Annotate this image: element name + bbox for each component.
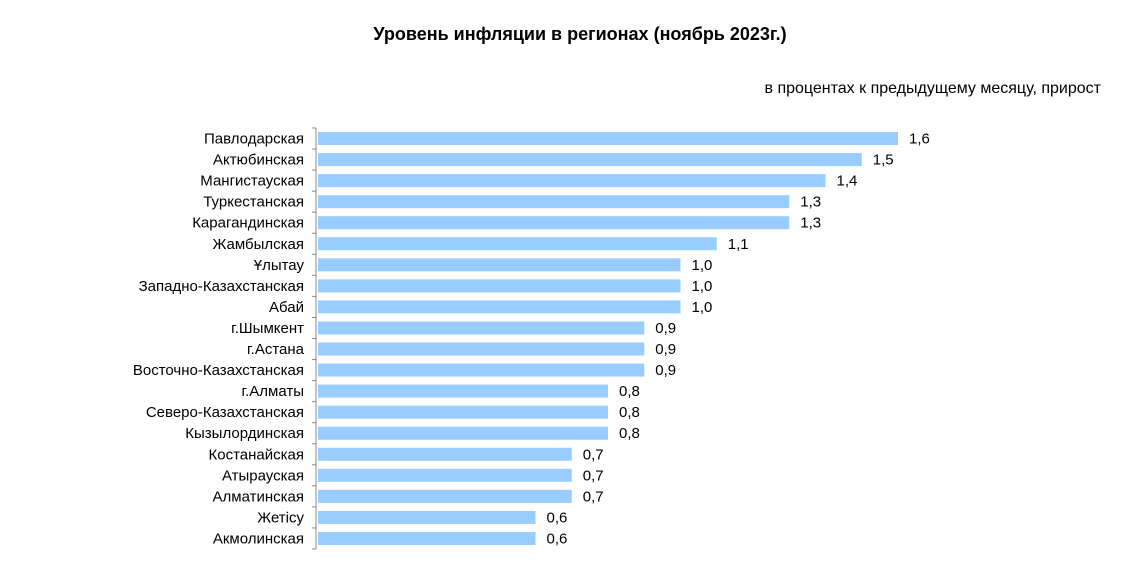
value-label: 1,6 xyxy=(909,131,930,148)
category-label: Северо-Казахстанская xyxy=(146,404,304,421)
value-label: 1,4 xyxy=(837,173,858,190)
category-label: Ұлытау xyxy=(254,257,305,274)
category-label: Жетісу xyxy=(257,509,304,526)
category-label: Кызылординская xyxy=(185,425,304,442)
value-label: 1,0 xyxy=(692,299,713,316)
category-label: Восточно-Казахстанская xyxy=(133,362,304,379)
bar xyxy=(318,216,790,230)
bar xyxy=(318,489,572,503)
bar xyxy=(318,447,572,461)
bar xyxy=(318,405,608,419)
bar xyxy=(318,468,572,482)
category-label: Атырауская xyxy=(222,467,304,484)
value-label: 1,3 xyxy=(800,194,821,211)
value-label: 0,8 xyxy=(619,404,640,421)
category-label: Павлодарская xyxy=(204,131,304,148)
category-label: г.Шымкент xyxy=(231,320,304,337)
bar xyxy=(318,279,681,293)
category-label: Абай xyxy=(269,299,304,316)
bar xyxy=(318,363,645,377)
value-label: 0,9 xyxy=(655,341,676,358)
category-label: Мангистауская xyxy=(200,173,304,190)
value-label: 1,0 xyxy=(692,257,713,274)
bar xyxy=(318,237,717,251)
category-label: Алматинская xyxy=(213,488,304,505)
category-label: Акмолинская xyxy=(213,530,304,547)
value-label: 0,8 xyxy=(619,425,640,442)
value-label: 0,9 xyxy=(655,362,676,379)
bar xyxy=(318,426,608,440)
bar xyxy=(318,300,681,314)
category-label: г.Астана xyxy=(247,341,305,358)
value-label: 0,9 xyxy=(655,320,676,337)
bar xyxy=(318,195,790,209)
category-label: Актюбинская xyxy=(213,152,304,169)
bar xyxy=(318,384,608,398)
category-label: г.Алматы xyxy=(241,383,304,400)
bar xyxy=(318,174,826,188)
category-label: Карагандинская xyxy=(192,215,304,232)
bar xyxy=(318,321,645,335)
bar xyxy=(318,153,862,167)
value-label: 1,1 xyxy=(728,236,749,253)
bar xyxy=(318,258,681,272)
category-label: Западно-Казахстанская xyxy=(139,278,304,295)
category-label: Туркестанская xyxy=(203,194,304,211)
bar xyxy=(318,510,536,524)
value-label: 0,7 xyxy=(583,488,604,505)
value-label: 0,7 xyxy=(583,467,604,484)
chart-title: Уровень инфляции в регионах (ноябрь 2023… xyxy=(373,24,787,44)
bar xyxy=(318,132,898,146)
value-label: 0,8 xyxy=(619,383,640,400)
chart-subtitle: в процентах к предыдущему месяцу, прирос… xyxy=(764,80,1102,97)
value-label: 1,0 xyxy=(692,278,713,295)
value-label: 1,5 xyxy=(873,152,894,169)
bar xyxy=(318,531,536,545)
value-label: 0,6 xyxy=(547,530,568,547)
value-label: 0,6 xyxy=(547,509,568,526)
category-label: Костанайская xyxy=(209,446,305,463)
category-label: Жамбылская xyxy=(213,236,305,253)
value-label: 0,7 xyxy=(583,446,604,463)
value-label: 1,3 xyxy=(800,215,821,232)
bar xyxy=(318,342,645,356)
